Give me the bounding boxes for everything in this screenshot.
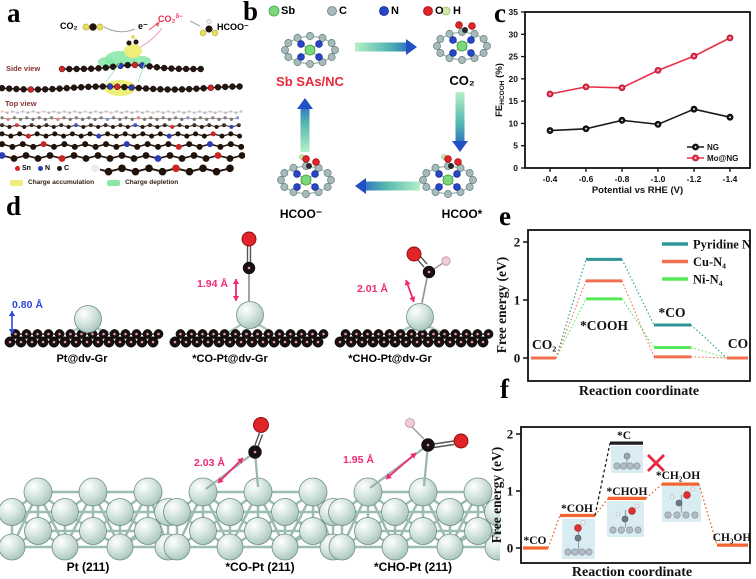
panel-f-label: f [500, 374, 509, 404]
svg-text:Cu-N₄: Cu-N₄ [693, 255, 726, 269]
n-atom-icon [37, 166, 43, 171]
svg-text:*CO: *CO [524, 535, 547, 547]
svg-text:0: 0 [514, 351, 521, 366]
structure-label-co-pt211: *CO-Pt (211) [225, 560, 295, 574]
svg-text:*CH₂OH: *CH₂OH [656, 470, 700, 482]
panel-e-chart: 0 1 2 CO₂ *COOH *CO CO Pyridine N Cu-N₄ Ni-N₄ Reac… [494, 229, 751, 399]
svg-text:5: 5 [513, 141, 518, 151]
svg-text:CO: CO [728, 336, 748, 351]
svg-text:Pyridine N: Pyridine N [693, 238, 751, 252]
panel-e-label: e [499, 201, 511, 231]
panel-b-label: b [243, 0, 259, 26]
bond-length-080: 0.80 Å [12, 299, 43, 311]
svg-text:Ni-N₄: Ni-N₄ [693, 273, 723, 287]
legend-item-c: C [57, 165, 69, 172]
svg-text:25: 25 [509, 52, 519, 62]
svg-text:Reaction coordinate: Reaction coordinate [579, 384, 699, 399]
legend-item-depletion: Charge depletion [107, 179, 178, 186]
b-legend-sb: Sb [281, 5, 296, 17]
hcoo-minus-state-label: HCOO⁻ [279, 207, 323, 221]
svg-text:2: 2 [514, 235, 521, 250]
svg-text:FEHCOOH (%): FEHCOOH (%) [494, 63, 506, 117]
hcoo-star-state-label: HCOO* [441, 207, 483, 221]
b-legend-o: O [435, 5, 444, 17]
svg-text:10: 10 [509, 118, 519, 128]
legend-item-sn: Sn [15, 165, 31, 172]
legend-item-n: N [37, 165, 50, 172]
svg-text:Reaction coordinate: Reaction coordinate [572, 565, 692, 579]
svg-text:*C: *C [617, 430, 631, 442]
svg-text:20: 20 [509, 74, 519, 84]
svg-text:-1.0: -1.0 [651, 174, 666, 184]
structure-label-pt211: Pt (211) [66, 560, 110, 574]
b-legend-n: N [391, 5, 399, 17]
svg-text:35: 35 [509, 7, 519, 17]
co2-state-label: CO₂ [449, 73, 475, 88]
svg-text:-1.4: -1.4 [723, 174, 738, 184]
svg-text:-0.8: -0.8 [615, 174, 630, 184]
structure-label-co-pt-dvgr: *CO-Pt@dv-Gr [192, 353, 268, 365]
svg-text:NG: NG [707, 143, 719, 152]
svg-text:30: 30 [509, 29, 519, 39]
svg-text:-0.4: -0.4 [543, 174, 558, 184]
panel-c-chart: 0 5 10 15 20 25 30 35 -0.4 -0.6 -0.8 -1.0 -1.2 -1.4 Po… [494, 7, 751, 196]
legend-item-accumulation: Charge accumulation [10, 179, 94, 186]
svg-text:*COH: *COH [561, 503, 593, 515]
svg-text:Potential vs RHE (V): Potential vs RHE (V) [592, 185, 683, 196]
side-view-label: Side view [6, 64, 41, 73]
c-atom-icon [57, 166, 63, 171]
hcoo-product-label: HCOO⁻ [217, 22, 249, 32]
co2-reactant-label: CO₂ [60, 21, 78, 31]
svg-text:1: 1 [514, 293, 521, 308]
co2-radical-label: CO₂δ− [158, 14, 183, 24]
structure-label-cho-pt-dvgr: *CHO-Pt@dv-Gr [348, 353, 432, 365]
electron-label: e⁻ [138, 21, 148, 31]
bond-length-201: 2.01 Å [357, 283, 388, 295]
svg-text:-0.6: -0.6 [579, 174, 594, 184]
svg-text:15: 15 [509, 96, 519, 106]
svg-text:CH₃OH: CH₃OH [713, 532, 752, 544]
svg-text:*COOH: *COOH [580, 318, 629, 333]
panel-a-atom-legend: Sn N C [15, 165, 69, 172]
structure-label-cho-pt211: *CHO-Pt (211) [373, 560, 453, 574]
panel-f-chart: 0 1 2 *CO *COH *CHOH *CH₂OH CH₃OH *C Reaction coo… [490, 426, 752, 579]
bond-length-194: 1.94 Å [197, 278, 228, 290]
charge-depletion-swatch [107, 179, 121, 186]
bond-length-203: 2.03 Å [194, 457, 225, 469]
sn-atom-icon [15, 166, 20, 171]
svg-text:Free energy (eV): Free energy (eV) [490, 447, 504, 543]
svg-text:CO₂: CO₂ [532, 337, 556, 352]
panel-a-label: a [7, 0, 21, 28]
top-view-label: Top view [5, 99, 37, 108]
svg-text:Free energy (eV): Free energy (eV) [494, 257, 509, 353]
svg-text:Mo@NG: Mo@NG [707, 154, 738, 163]
svg-text:2: 2 [507, 427, 514, 442]
svg-text:0: 0 [513, 163, 518, 173]
panel-b-artwork [268, 5, 491, 198]
svg-text:1: 1 [507, 484, 514, 499]
panel-a-artwork [0, 18, 245, 195]
b-legend-c: C [339, 5, 347, 17]
catalyst-state-label: Sb SAs/NC [276, 74, 344, 89]
svg-text:0: 0 [507, 541, 514, 556]
svg-text:*CHOH: *CHOH [607, 486, 648, 498]
svg-text:*CO: *CO [659, 305, 686, 320]
panel-d-artwork [0, 231, 500, 561]
charge-accumulation-swatch [10, 179, 23, 186]
bond-length-195: 1.95 Å [343, 454, 374, 466]
b-legend-h: H [453, 5, 461, 17]
svg-text:-1.2: -1.2 [687, 174, 702, 184]
panel-d-label: d [6, 191, 22, 221]
panel-c-label: c [494, 0, 506, 28]
structure-label-pt-dvgr: Pt@dv-Gr [56, 353, 108, 365]
panel-a-charge-legend: Charge accumulation Charge depletion [10, 179, 178, 186]
